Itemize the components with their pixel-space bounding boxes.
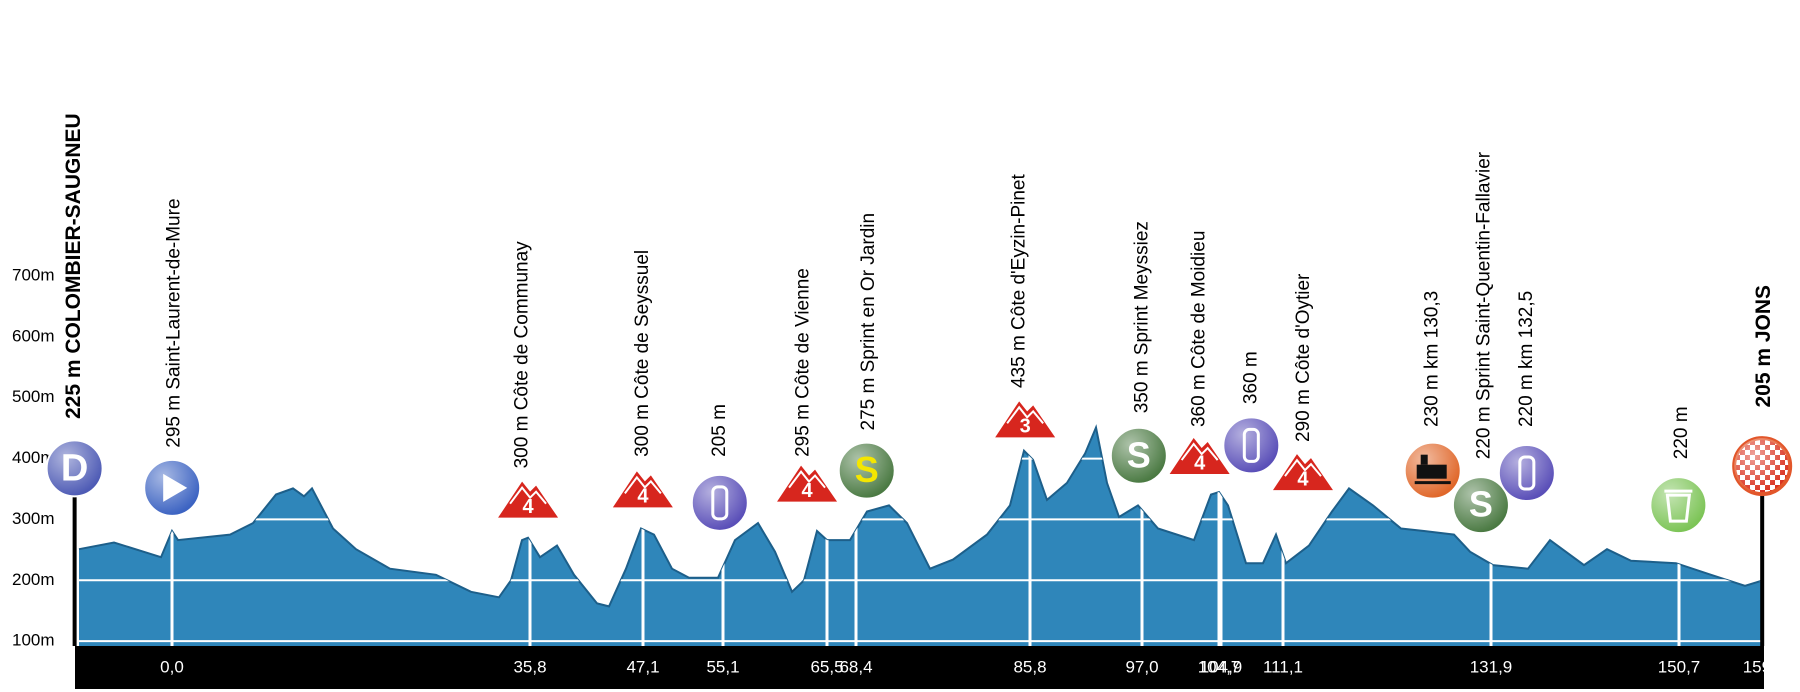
waypoint-label: 220 m km 132,5: [1516, 291, 1537, 427]
waypoint-label: 275 m Sprint en Or Jardin: [858, 213, 879, 431]
km-bar: [75, 646, 1764, 689]
x-tick-label: 150,7: [1658, 657, 1701, 676]
x-tick-label: 111,1: [1263, 657, 1303, 676]
icon-climb-ridge: [788, 469, 826, 489]
y-tick-label: 400m: [12, 448, 55, 467]
icon-climb: [777, 465, 838, 502]
icon-text: D: [61, 447, 88, 489]
x-tick-label: 85,8: [1013, 657, 1046, 676]
icon-climb-ridge: [1284, 458, 1322, 477]
climb-category: 4: [801, 480, 813, 502]
x-tick-label: 104,9: [1200, 657, 1243, 676]
waypoint-label: 295 m Côte de Vienne: [793, 268, 814, 457]
waypoint-label: 220 m Sprint Saint-Quentin-Fallavier: [1473, 151, 1494, 459]
icon-bottle: [1242, 427, 1260, 463]
icon-text: S: [855, 449, 879, 490]
x-tick-label: 65,5: [810, 657, 843, 676]
waypoint-label: 300 m Côte de Seyssuel: [632, 250, 653, 457]
icon-shine: [1734, 438, 1791, 495]
icon-climb: [995, 401, 1056, 438]
y-tick-label: 100m: [12, 631, 55, 650]
waypoint-label: 360 m Côte de Moidieu: [1189, 231, 1210, 427]
x-tick-label: 0,0: [160, 657, 184, 676]
waypoint-label: 435 m Côte d'Eyzin-Pinet: [1008, 174, 1029, 389]
icon-bin: [1664, 489, 1693, 523]
icon-climb-ridge: [1180, 442, 1219, 461]
waypoint-label: 205 m: [709, 404, 730, 457]
waypoint-label: 220 m: [1671, 406, 1692, 459]
icon-shine: [1498, 444, 1555, 501]
y-tick-label: 300m: [12, 509, 55, 528]
icon-climb-ridge: [1006, 405, 1044, 424]
icon-play: [163, 473, 188, 502]
climb-category: 4: [523, 496, 535, 518]
x-tick-label: 47,1: [626, 657, 659, 676]
icon-shine: [46, 440, 103, 497]
x-tick-label: 68,4: [839, 657, 872, 676]
x-tick-label: 55,1: [706, 657, 739, 676]
waypoint-label: 300 m Côte de Communay: [511, 241, 532, 469]
icon-bottle: [711, 485, 729, 521]
icon-shine: [838, 442, 895, 499]
icon-climb: [1169, 438, 1230, 475]
x-tick-label: 131,9: [1470, 657, 1513, 676]
climb-category: 4: [1194, 452, 1206, 474]
x-tick-label: 104,7: [1198, 657, 1241, 676]
icon-climb: [1272, 454, 1333, 491]
icon-climb-ridge: [624, 475, 662, 494]
waypoint-label: 290 m Côte d'Oytier: [1293, 273, 1314, 442]
y-tick-label: 200m: [12, 570, 55, 589]
icon-text: S: [1469, 484, 1493, 525]
icon-shine: [1223, 417, 1280, 474]
icon-shine: [1452, 477, 1509, 534]
profile-line: [78, 424, 1764, 608]
x-tick-label: 159,2: [1743, 657, 1786, 676]
icon-shine: [1110, 427, 1167, 484]
icon-shine: [691, 474, 748, 531]
waypoint-label: 360 m: [1240, 351, 1261, 404]
icon-train-stack: [1420, 454, 1428, 465]
x-tick-label: 97,0: [1125, 657, 1158, 676]
icon-climb: [612, 471, 673, 508]
profile-area: [79, 427, 1763, 646]
waypoint-label: 225 m COLOMBIER-SAUGNEU: [62, 113, 85, 419]
waypoint-label: 350 m Sprint Meyssiez: [1131, 221, 1152, 413]
icon-train: [1416, 464, 1447, 479]
icon-shine: [1650, 477, 1707, 534]
y-tick-label: 700m: [12, 265, 55, 284]
waypoint-label: 230 m km 130,3: [1422, 291, 1443, 427]
y-tick-label: 600m: [12, 326, 55, 345]
y-tick-label: 500m: [12, 387, 55, 406]
x-tick-label: 35,8: [513, 657, 546, 676]
icon-text: S: [1127, 434, 1151, 475]
icon-bottle: [1518, 455, 1536, 491]
waypoint-label: 295 m Saint-Laurent-de-Mure: [164, 198, 185, 447]
climb-category: 3: [1020, 416, 1031, 438]
climb-category: 4: [637, 486, 649, 508]
icon-climb-ridge: [509, 486, 547, 505]
icon-climb: [498, 481, 559, 518]
waypoint-label: 205 m JONS: [1752, 285, 1775, 408]
climb-category: 4: [1297, 468, 1309, 490]
